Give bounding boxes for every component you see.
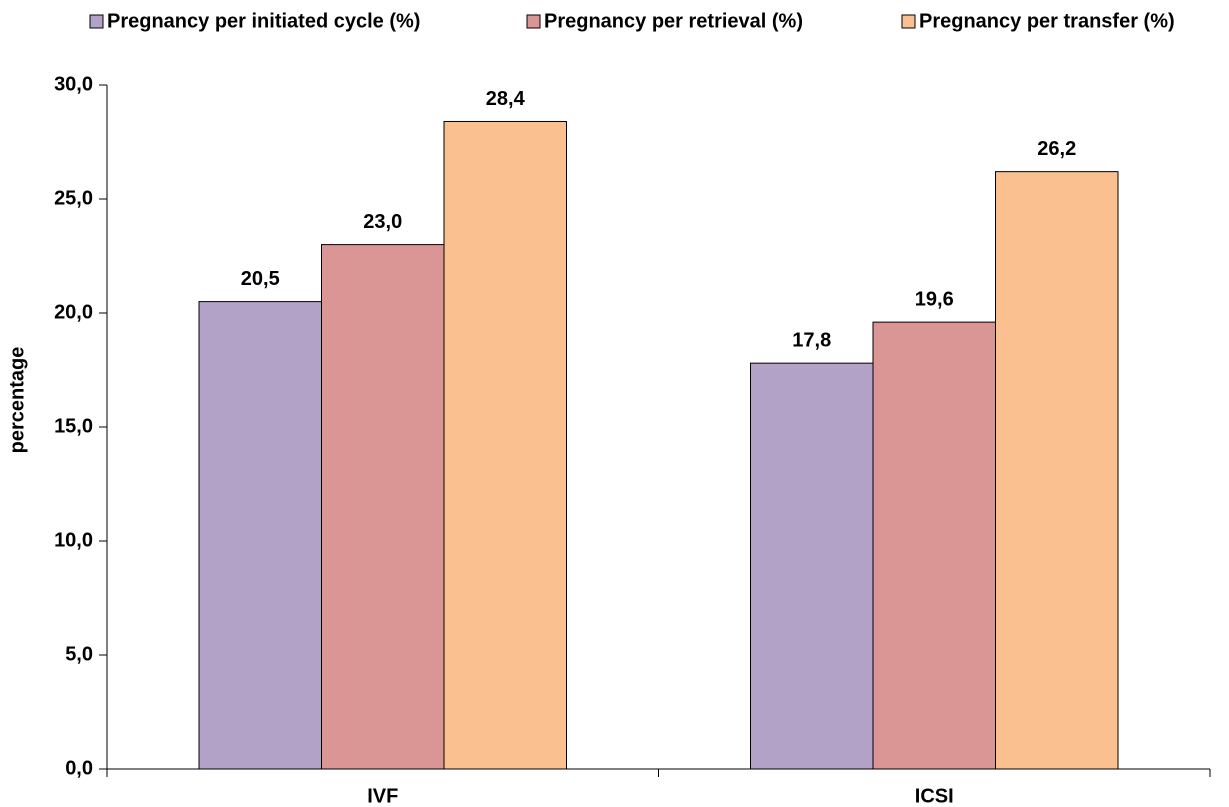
y-tick-label: 25,0 <box>54 187 93 209</box>
data-label: 23,0 <box>363 211 402 233</box>
data-label: 26,2 <box>1037 138 1076 160</box>
bar <box>872 321 996 770</box>
y-axis-label: percentage <box>6 347 28 454</box>
bar <box>750 362 874 770</box>
x-tick-label: IVF <box>367 785 398 807</box>
y-tick-label: 10,0 <box>54 529 93 551</box>
y-tick-label: 15,0 <box>54 415 93 437</box>
legend-swatch <box>526 14 541 29</box>
y-tick-label: 0,0 <box>65 757 93 779</box>
y-tick-label: 20,0 <box>54 301 93 323</box>
data-label: 28,4 <box>486 88 526 110</box>
bar <box>995 171 1119 770</box>
data-label: 17,8 <box>792 329 831 351</box>
bar <box>198 301 322 770</box>
legend-label: Pregnancy per transfer (%) <box>919 10 1175 32</box>
bar <box>321 244 445 770</box>
legend-swatch <box>901 14 916 29</box>
x-tick-label: ICSI <box>915 785 954 807</box>
legend-swatch <box>89 14 104 29</box>
legend-label: Pregnancy per retrieval (%) <box>544 10 803 32</box>
data-label: 19,6 <box>915 288 954 310</box>
bar <box>443 120 567 770</box>
y-tick-label: 5,0 <box>65 643 93 665</box>
data-label: 20,5 <box>241 268 280 290</box>
y-tick-label: 30,0 <box>54 73 93 95</box>
legend-label: Pregnancy per initiated cycle (%) <box>107 10 420 32</box>
